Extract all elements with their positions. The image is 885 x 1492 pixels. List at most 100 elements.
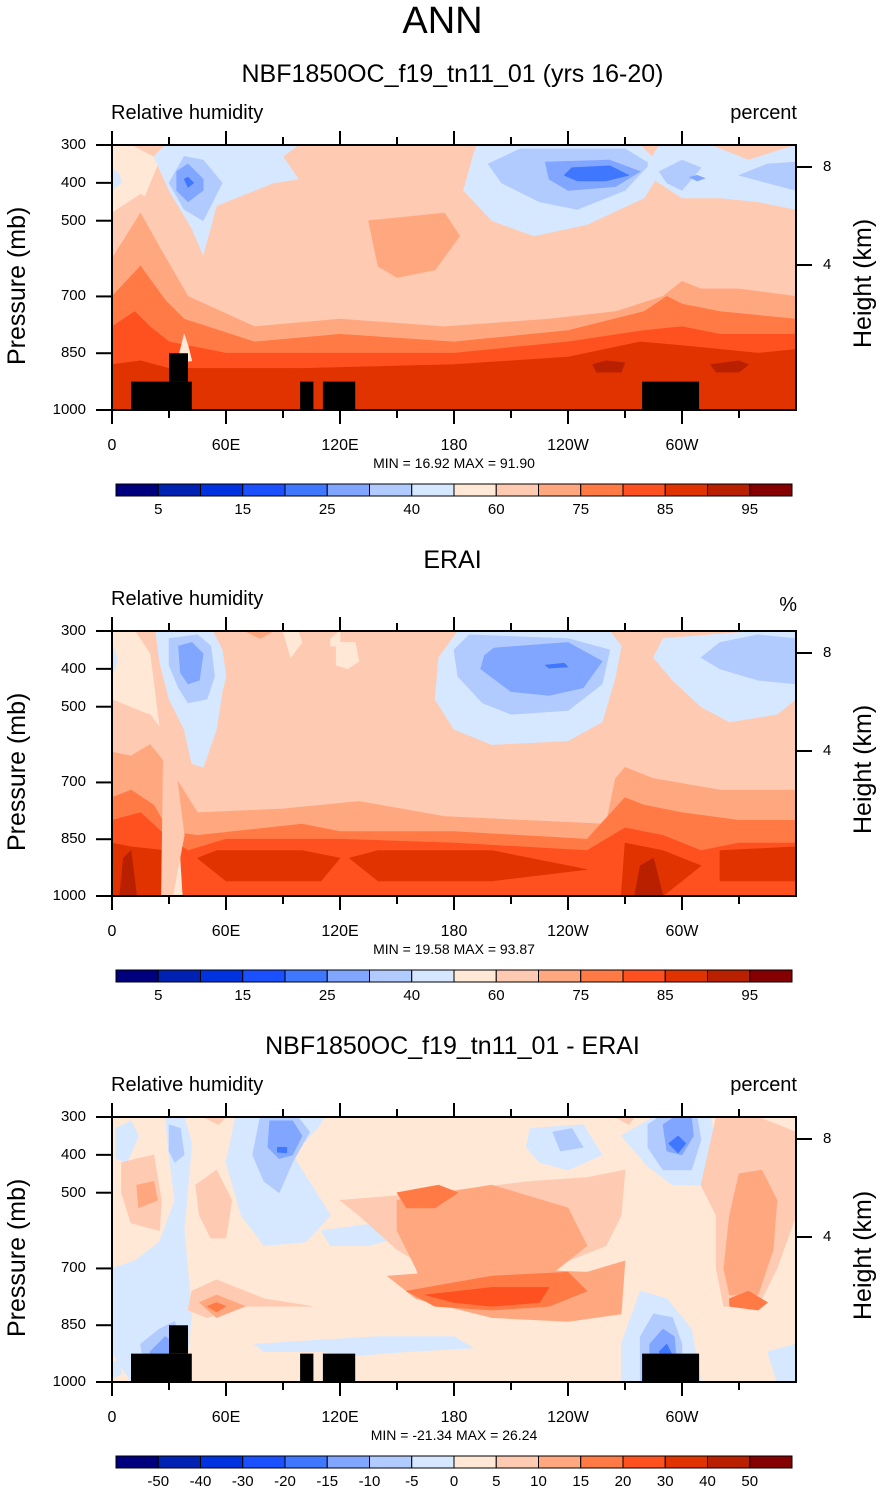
figure-title: ANN <box>402 0 483 42</box>
colorbar-label: 60 <box>487 501 505 518</box>
panel-title: NBF1850OC_f19_tn11_01 (yrs 16-20) <box>241 60 664 88</box>
x-tick-label: 0 <box>107 437 117 454</box>
right-string: % <box>779 594 797 616</box>
colorbar-label: 85 <box>656 987 674 1004</box>
left-string: Relative humidity <box>111 102 264 124</box>
colorbar-label: 75 <box>572 987 590 1004</box>
y-tick-label: 400 <box>60 659 86 677</box>
colorbar-label: 25 <box>318 501 336 518</box>
colorbar-label: 5 <box>154 987 163 1004</box>
y-tick-label: 300 <box>60 1108 86 1125</box>
contour-region <box>368 212 460 278</box>
colorbar-label: 5 <box>154 501 163 518</box>
colorbar-box <box>157 1455 201 1469</box>
left-string: Relative humidity <box>111 588 264 610</box>
min-max-label: MIN = 19.58 MAX = 93.87 <box>373 941 535 957</box>
colorbar-box <box>664 483 708 497</box>
contour-field <box>112 145 796 410</box>
colorbar-box <box>622 483 666 497</box>
colorbar-box <box>284 969 328 983</box>
contour-region <box>112 167 122 191</box>
colorbar-label: 95 <box>741 501 759 518</box>
contour-region <box>767 649 796 675</box>
x-tick-label: 0 <box>107 923 117 940</box>
y2-tick-label: 8 <box>823 1130 832 1147</box>
topography-mask <box>322 1353 356 1382</box>
y-tick-label: 700 <box>60 773 86 791</box>
contour-region <box>634 857 664 896</box>
colorbar-box <box>707 969 751 983</box>
colorbar-box <box>749 1455 793 1469</box>
colorbar-box <box>707 483 751 497</box>
colorbar-label: 30 <box>656 1473 674 1490</box>
panel-1 <box>96 131 812 497</box>
x-tick-label: 0 <box>107 1409 117 1426</box>
colorbar-box <box>157 483 201 497</box>
colorbar-label: -40 <box>189 1473 212 1490</box>
colorbar-box <box>622 1455 666 1469</box>
y2-tick-label: 8 <box>823 644 832 661</box>
colorbar-box <box>284 1455 328 1469</box>
x-tick-label: 60E <box>211 923 241 940</box>
colorbar-label: -15 <box>316 1473 339 1490</box>
colorbar-box <box>284 483 328 497</box>
contour-region <box>710 360 749 373</box>
topography-mask <box>300 381 314 410</box>
y2-tick-label: 4 <box>823 256 832 273</box>
colorbar-box <box>200 1455 244 1469</box>
colorbar-box <box>326 969 370 983</box>
colorbar-box <box>538 483 582 497</box>
contour-region <box>136 1181 158 1209</box>
colorbar-label: -50 <box>147 1473 170 1490</box>
colorbar-box <box>411 483 455 497</box>
contour-region <box>112 642 118 677</box>
x-tick-label: 60W <box>665 1409 699 1426</box>
y-tick-label: 1000 <box>52 401 86 418</box>
colorbar-box <box>749 969 793 983</box>
colorbar-label: 10 <box>530 1473 547 1490</box>
colorbar-box <box>707 1455 751 1469</box>
colorbar-box <box>326 1455 370 1469</box>
colorbar-box <box>115 969 159 983</box>
contour-region <box>349 850 588 882</box>
colorbar-box <box>369 483 413 497</box>
contour-region <box>168 1124 185 1163</box>
colorbar-label: 95 <box>741 987 759 1004</box>
colorbar-label: 15 <box>572 1473 590 1490</box>
contour-region <box>282 631 303 658</box>
colorbar-box <box>200 969 244 983</box>
colorbar-box <box>495 483 539 497</box>
colorbar-label: 75 <box>572 501 590 518</box>
colorbar-box <box>453 483 497 497</box>
x-tick-label: 60W <box>665 437 699 454</box>
colorbar-box <box>115 483 159 497</box>
colorbar-label: 15 <box>234 501 252 518</box>
x-tick-label: 180 <box>440 923 468 940</box>
x-tick-label: 180 <box>440 437 468 454</box>
x-tick-label: 60E <box>211 437 241 454</box>
colorbar-label: 5 <box>492 1473 501 1490</box>
colorbar-label: 50 <box>741 1473 759 1490</box>
contour-region <box>183 176 194 188</box>
colorbar-box <box>115 1455 159 1469</box>
colorbar-box <box>495 969 539 983</box>
y-tick-label: 1000 <box>52 887 86 904</box>
y-tick-label: 850 <box>60 344 86 362</box>
y-tick-label: 1000 <box>52 1373 86 1390</box>
y-tick-label: 400 <box>60 1145 86 1163</box>
left-string: Relative humidity <box>111 1074 264 1096</box>
colorbar-label: 40 <box>403 501 421 518</box>
contour-region <box>178 642 204 685</box>
colorbar-box <box>580 1455 624 1469</box>
topography-mask <box>642 381 700 410</box>
y2-tick-label: 4 <box>823 742 832 759</box>
colorbar-box <box>538 969 582 983</box>
x-tick-label: 60E <box>211 1409 241 1426</box>
contour-region <box>267 1120 303 1159</box>
contour-region <box>658 159 702 191</box>
topography-mask <box>300 1353 314 1382</box>
panel-title: NBF1850OC_f19_tn11_01 - ERAI <box>265 1032 640 1060</box>
colorbar-label: 40 <box>403 987 421 1004</box>
panel-2 <box>96 617 812 983</box>
topography-mask <box>131 1353 192 1382</box>
